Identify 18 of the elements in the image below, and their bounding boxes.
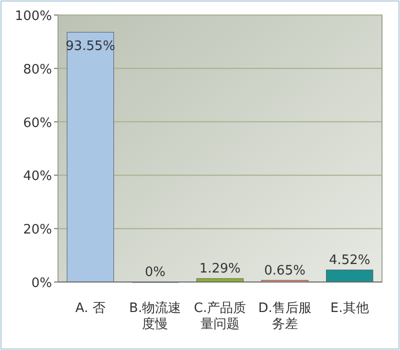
xtick-label: 度慢 [142,317,168,332]
xtick-label: A. 否 [75,301,106,316]
xtick-label: D.售后服 [258,301,312,316]
xtick-label: B.物流速 [129,301,182,316]
xtick-label: 务差 [272,317,298,332]
ytick-label: 80% [23,62,52,78]
ytick-label: 60% [23,116,52,131]
ytick-label: 100% [14,9,52,24]
data-label: 0% [144,265,166,280]
xtick-label: 量问题 [200,317,240,332]
data-label: 1.29% [199,262,241,277]
xtick-label: E.其他 [330,301,369,316]
data-label: 4.52% [328,252,370,268]
xtick-label: C.产品质 [194,301,246,316]
ytick-label: 0% [31,276,52,291]
data-label: 0.65% [264,263,306,278]
ytick-label: 20% [23,222,52,238]
ytick-label: 40% [23,169,52,184]
